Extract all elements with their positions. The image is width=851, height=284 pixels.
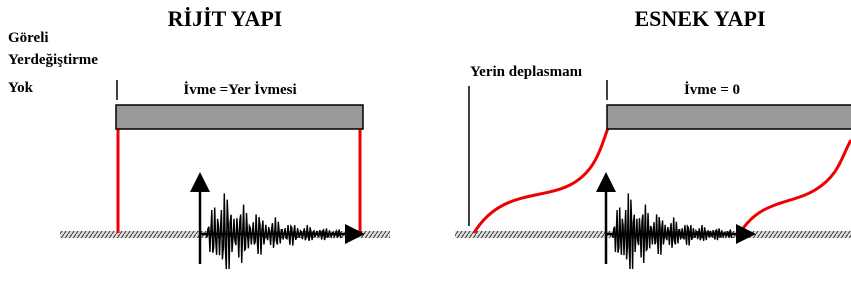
left-title: RİJİT YAPI xyxy=(168,6,283,31)
diagram: RİJİT YAPI Göreli Yerdeğiştirme Yok İvme… xyxy=(0,0,851,284)
note-line: Yerdeğiştirme xyxy=(8,52,98,68)
seismogram xyxy=(200,182,355,269)
deformed-column xyxy=(740,140,851,233)
deformed-column xyxy=(474,128,608,233)
accel-label: İvme = 0 xyxy=(684,81,740,98)
floor-slab xyxy=(607,105,851,129)
accel-label: İvme =Yer İvmesi xyxy=(183,81,296,98)
note-line: Göreli xyxy=(8,30,49,46)
floor-slab xyxy=(116,105,363,129)
wave xyxy=(606,193,732,269)
seismogram xyxy=(606,182,746,269)
displacement-label: Yerin deplasmanı xyxy=(470,64,582,80)
right-title: ESNEK YAPI xyxy=(634,6,765,31)
note-line: Yok xyxy=(8,80,34,96)
